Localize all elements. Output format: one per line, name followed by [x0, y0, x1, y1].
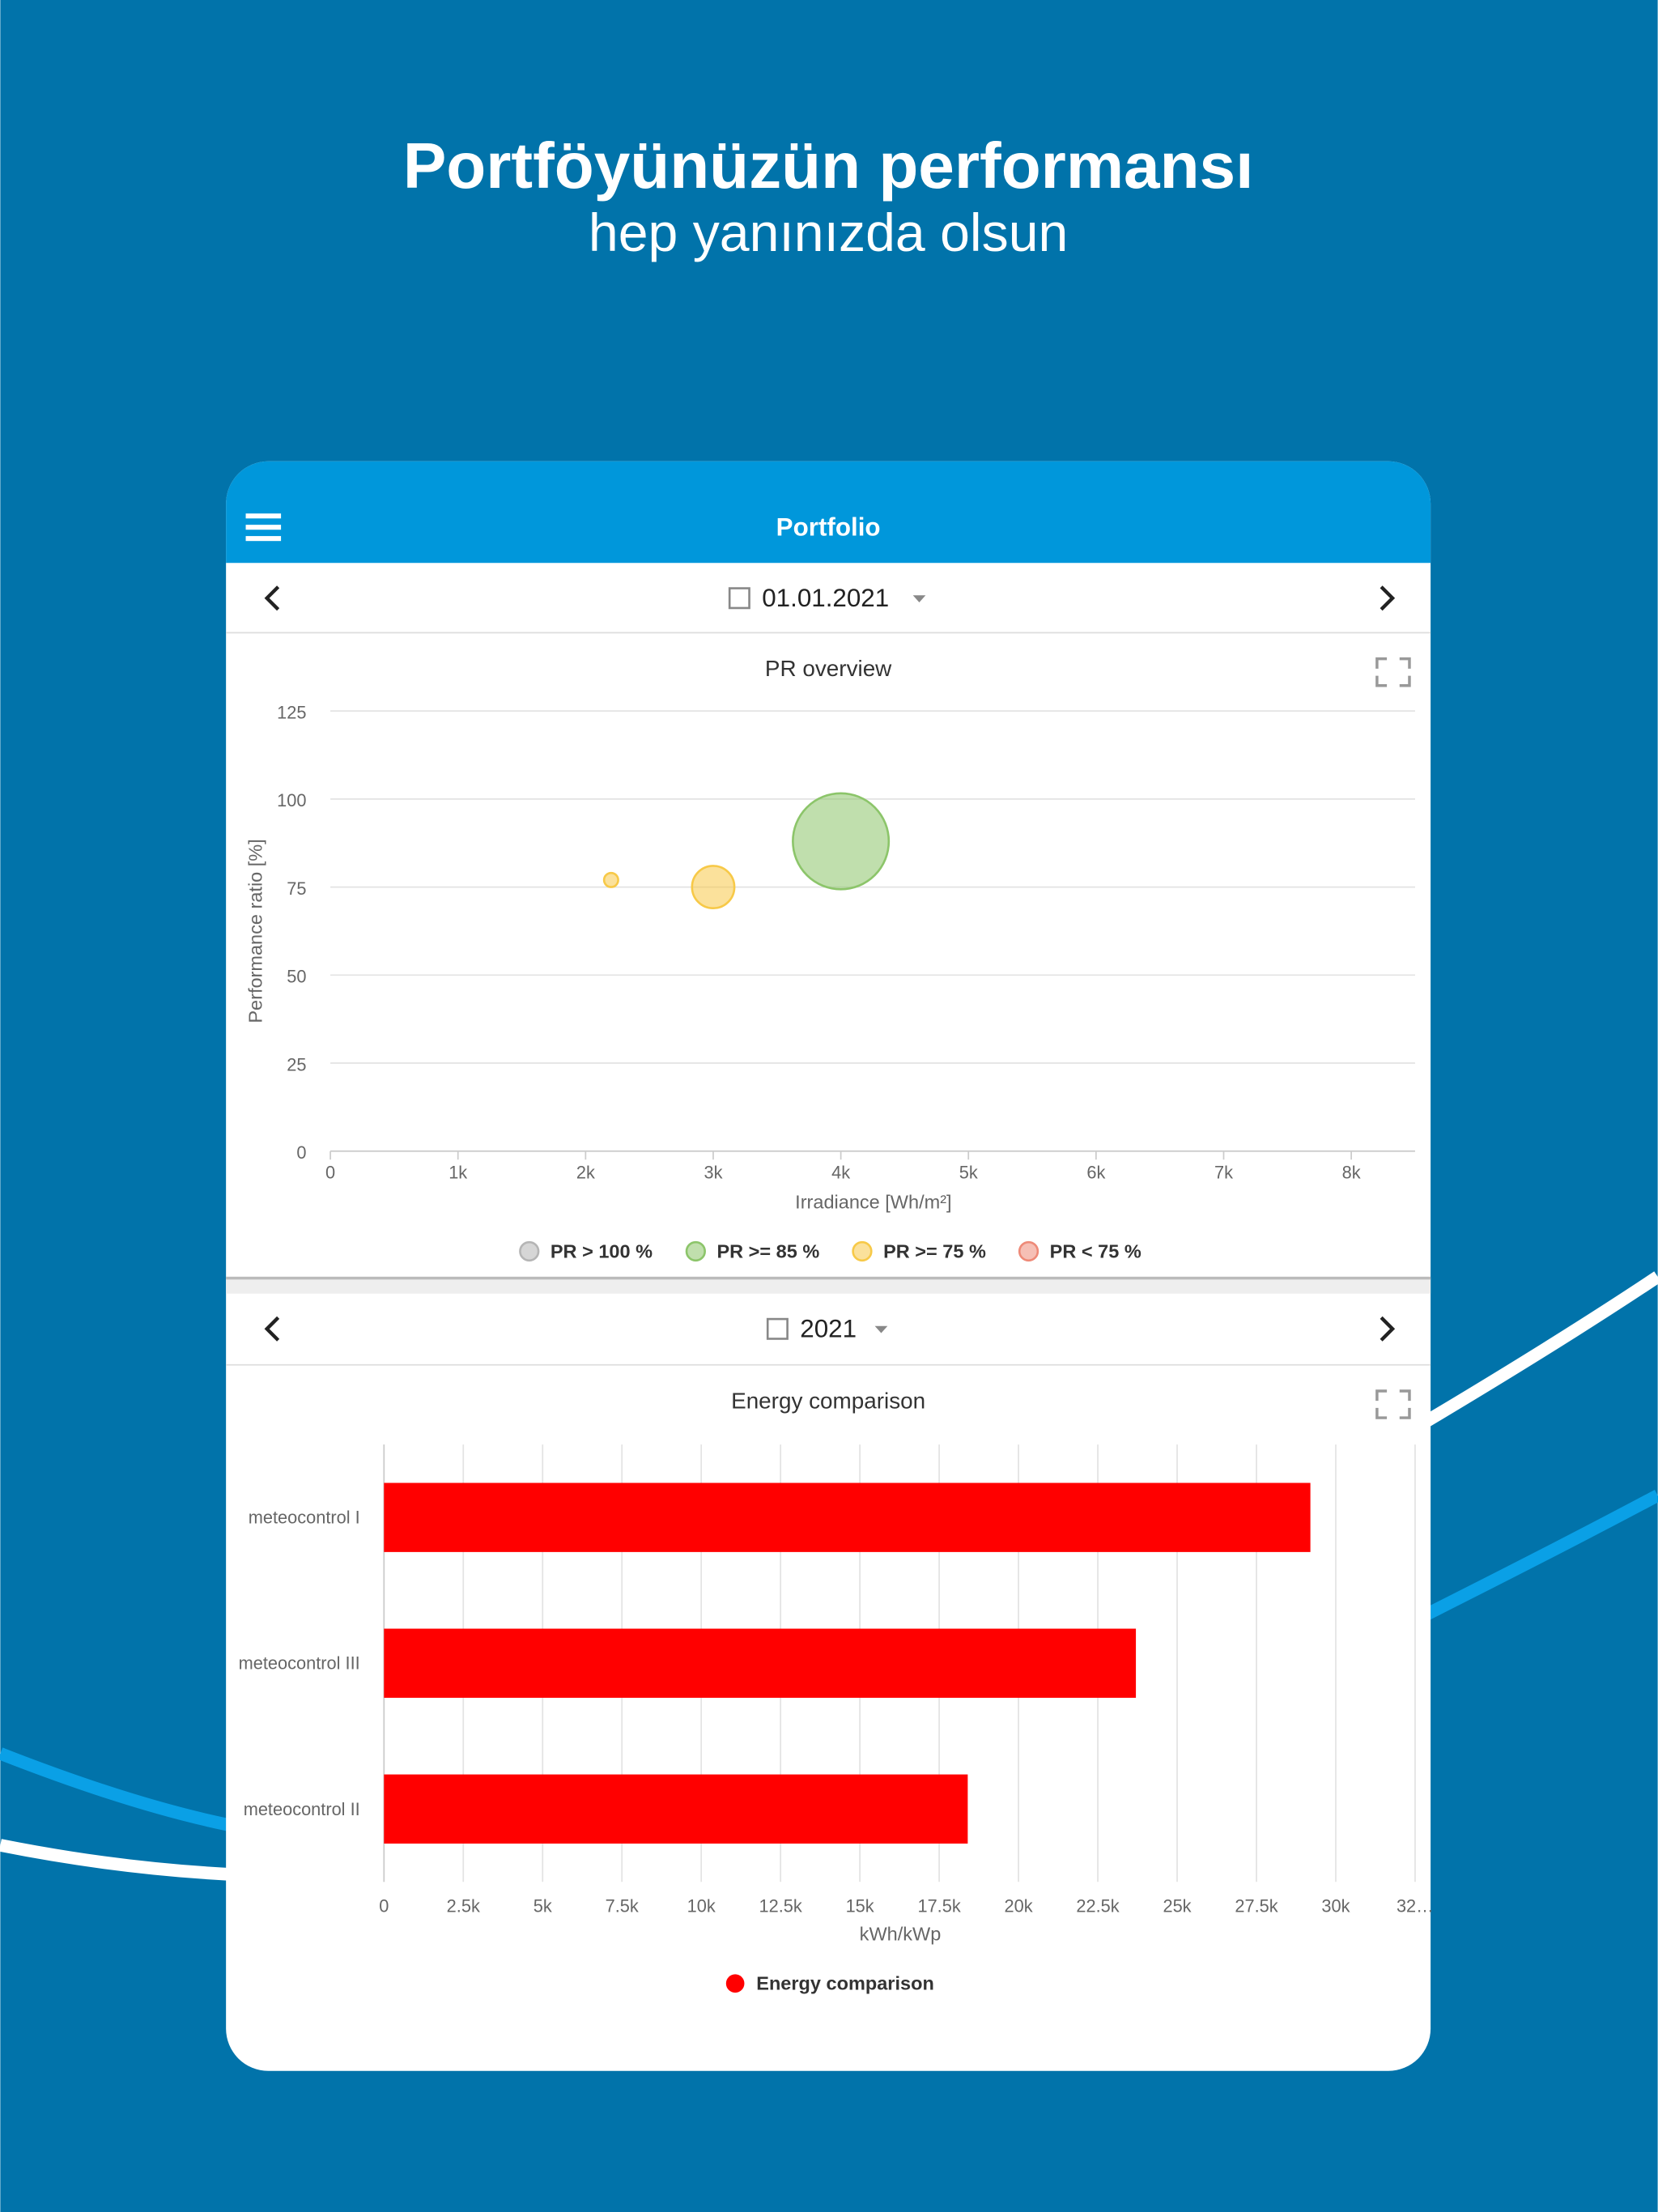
x-tick-label: 32…	[1397, 1895, 1434, 1916]
x-tick-label: 17.5k	[917, 1895, 960, 1916]
panel-gap	[226, 1278, 1431, 1294]
x-tick-label: 2k	[576, 1162, 595, 1182]
legend-label: PR >= 75 %	[883, 1240, 986, 1261]
app-bar-title: Portfolio	[776, 513, 881, 542]
x-tick-label: 10k	[687, 1895, 716, 1916]
legend-label: PR >= 85 %	[716, 1240, 819, 1261]
bubble	[602, 871, 619, 888]
x-tick-label: 4k	[831, 1162, 850, 1182]
y-tick-label: 50	[287, 967, 306, 987]
x-tick-label: 25k	[1163, 1895, 1191, 1916]
x-tick-label: 20k	[1005, 1895, 1033, 1916]
app-bar	[226, 461, 1431, 564]
x-tick-label: 7k	[1214, 1162, 1233, 1182]
y-tick-label: 25	[287, 1054, 306, 1074]
x-axis-label: Irradiance [Wh/m²]	[795, 1191, 951, 1212]
y-tick-label: 125	[277, 702, 306, 722]
x-tick-label: 8k	[1342, 1162, 1361, 1182]
headline: Portföyünüzün performansı	[403, 129, 1254, 202]
expand-icon	[1375, 657, 1411, 687]
calendar-icon	[766, 1317, 789, 1340]
expand-button[interactable]	[1375, 1389, 1411, 1419]
chart-title: PR overview	[765, 656, 892, 681]
bar	[384, 1774, 968, 1844]
prev-button[interactable]	[264, 1316, 280, 1342]
x-tick-label: 30k	[1321, 1895, 1350, 1916]
legend-swatch	[725, 1974, 745, 1993]
expand-button[interactable]	[1375, 657, 1411, 687]
x-tick-label: 3k	[704, 1162, 722, 1182]
x-tick-label: 0	[379, 1895, 389, 1916]
legend-swatch	[685, 1240, 706, 1262]
x-tick-label: 0	[325, 1162, 335, 1182]
x-tick-label: 15k	[846, 1895, 874, 1916]
dropdown-arrow	[912, 595, 926, 602]
legend-swatch	[519, 1240, 540, 1262]
menu-button[interactable]	[245, 513, 282, 542]
legend-label: Energy comparison	[756, 1973, 934, 1994]
next-button[interactable]	[1380, 585, 1396, 611]
y-tick-label: 0	[296, 1142, 306, 1163]
menu-line	[245, 525, 282, 530]
divider	[226, 1363, 1431, 1366]
x-tick-label: 6k	[1086, 1162, 1105, 1182]
x-tick-label: 22.5k	[1076, 1895, 1119, 1916]
x-tick-label: 1k	[449, 1162, 467, 1182]
menu-line	[245, 513, 282, 519]
legend-swatch	[852, 1240, 873, 1262]
bar	[384, 1482, 1311, 1552]
legend-label: PR > 100 %	[551, 1240, 653, 1261]
x-tick-label: 12.5k	[759, 1895, 802, 1916]
bar	[384, 1628, 1137, 1698]
next-button[interactable]	[1380, 1316, 1396, 1342]
x-tick-label: 5k	[959, 1162, 978, 1182]
date-picker[interactable]: 01.01.2021	[728, 584, 926, 612]
date-label: 01.01.2021	[762, 584, 889, 612]
bubble	[691, 865, 736, 910]
legend-swatch	[1018, 1240, 1039, 1262]
legend-label: PR < 75 %	[1050, 1240, 1141, 1261]
panel-shadow	[226, 1276, 1431, 1280]
x-tick-label: 7.5k	[606, 1895, 639, 1916]
year-label: 2021	[800, 1314, 857, 1342]
expand-icon	[1375, 1389, 1411, 1419]
y-tick-label: meteocontrol II	[244, 1799, 360, 1819]
y-tick-label: 75	[287, 878, 306, 899]
year-picker[interactable]: 2021	[766, 1314, 888, 1342]
x-axis-label: kWh/kWp	[860, 1924, 942, 1945]
y-tick-label: 100	[277, 790, 306, 810]
chart-title: Energy comparison	[731, 1388, 925, 1413]
y-tick-label: meteocontrol III	[239, 1653, 360, 1674]
calendar-icon	[728, 587, 750, 610]
prev-button[interactable]	[264, 585, 280, 611]
y-axis-label: Performance ratio [%]	[245, 839, 266, 1023]
menu-line	[245, 536, 282, 542]
x-tick-label: 2.5k	[447, 1895, 480, 1916]
x-tick-label: 5k	[534, 1895, 552, 1916]
bubble	[792, 792, 891, 891]
dropdown-arrow	[874, 1325, 888, 1334]
divider	[226, 632, 1431, 634]
subheadline: hep yanınızda olsun	[589, 203, 1068, 263]
y-tick-label: meteocontrol I	[249, 1508, 360, 1528]
x-tick-label: 27.5k	[1235, 1895, 1278, 1916]
